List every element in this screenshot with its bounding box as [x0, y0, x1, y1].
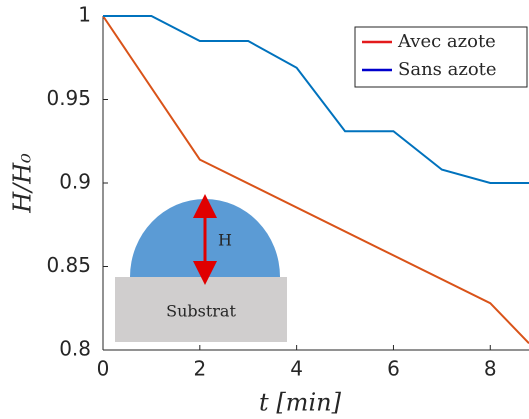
series-line — [103, 15, 529, 184]
series-line — [102, 15, 529, 345]
x-axis-label: t [min] — [259, 389, 342, 417]
y-tick-label: 0.9 — [59, 170, 91, 194]
legend-label: Avec azote — [397, 31, 496, 52]
y-tick-label: 1 — [78, 3, 91, 27]
x-tick-label: 4 — [290, 357, 303, 381]
height-label: H — [218, 231, 232, 250]
substrate — [115, 277, 287, 342]
x-tick-label: 0 — [97, 357, 110, 381]
legend — [354, 26, 528, 88]
y-tick-label: 0.85 — [46, 253, 91, 277]
x-tick-label: 2 — [193, 357, 206, 381]
x-tick-label: 6 — [387, 357, 400, 381]
substrate-label: Substrat — [166, 302, 236, 321]
x-tick-label: 8 — [484, 357, 497, 381]
y-tick-label: 0.8 — [59, 337, 91, 361]
y-tick-label: 0.95 — [46, 86, 91, 110]
legend-label: Sans azote — [398, 59, 497, 80]
y-axis-label: H/H₀ — [9, 153, 37, 214]
